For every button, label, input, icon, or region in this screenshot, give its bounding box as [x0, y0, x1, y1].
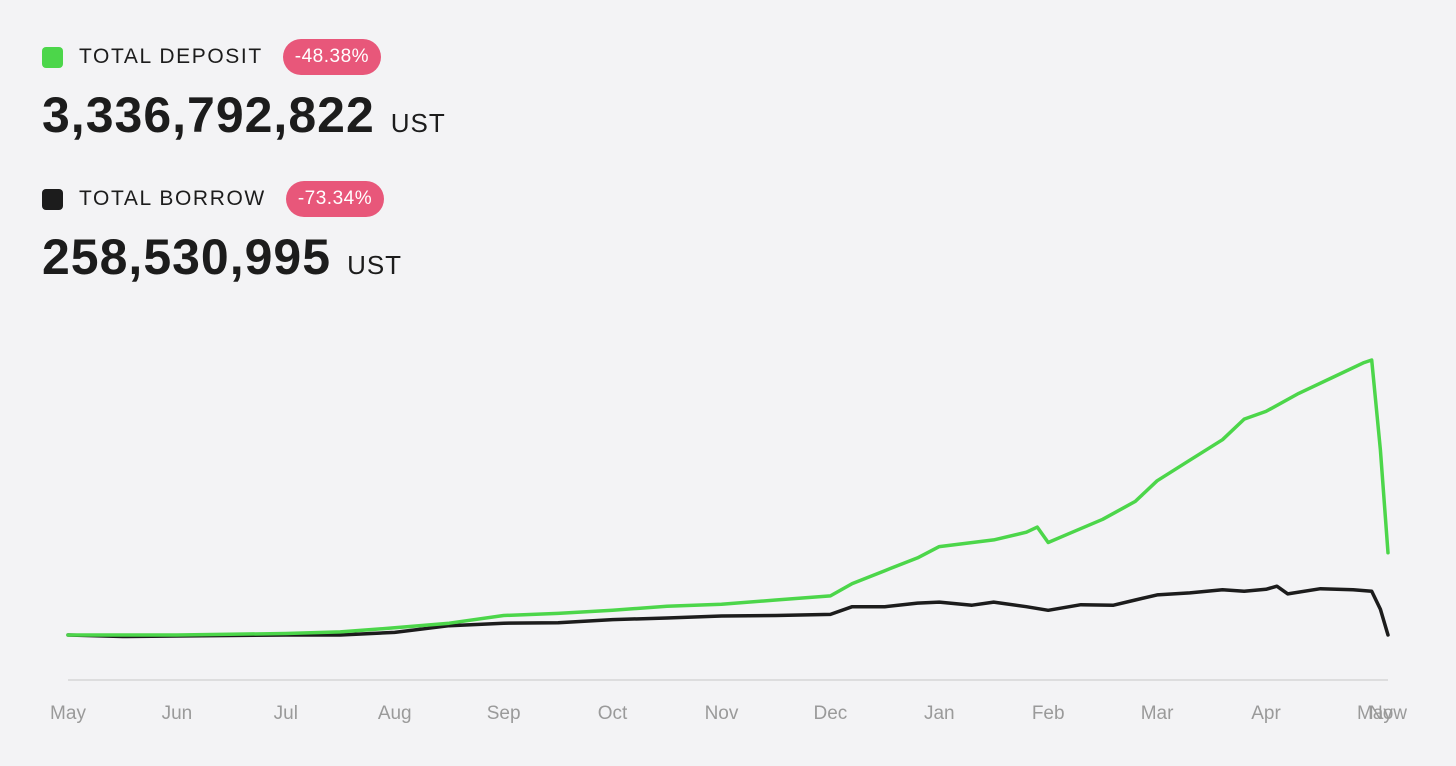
total-borrow-unit: UST: [347, 250, 403, 280]
x-tick-label: Mar: [1141, 703, 1174, 724]
x-tick-label: May: [1357, 703, 1393, 724]
total-deposit-stat: TOTAL DEPOSIT -48.38% 3,336,792,822 UST: [42, 39, 446, 144]
total-borrow-header: TOTAL BORROW -73.34%: [42, 181, 402, 217]
total-deposit-header: TOTAL DEPOSIT -48.38%: [42, 39, 446, 75]
borrow-change-badge: -73.34%: [285, 181, 385, 217]
total-borrow-value-row: 258,530,995 UST: [42, 228, 402, 286]
borrow-legend-swatch: [42, 188, 63, 210]
total-borrow-label: TOTAL BORROW: [79, 187, 266, 210]
x-tick-label: Dec: [813, 703, 847, 724]
borrow-series-line: [66, 584, 1390, 639]
deposit-change-badge: -48.38%: [282, 39, 382, 75]
chart-series: [66, 358, 1390, 639]
x-tick-label: Jul: [274, 703, 298, 724]
total-deposit-value: 3,336,792,822: [42, 87, 375, 143]
x-tick-label: Jan: [924, 703, 955, 724]
deposit-legend-swatch: [42, 46, 63, 68]
x-tick-label: Aug: [378, 703, 412, 724]
x-tick-label: Apr: [1251, 703, 1281, 724]
x-tick-label: Sep: [487, 703, 521, 724]
total-deposit-value-row: 3,336,792,822 UST: [42, 86, 446, 144]
x-tick-label: May: [50, 703, 86, 724]
x-tick-label: Now: [1369, 703, 1407, 724]
x-tick-label: Nov: [705, 703, 739, 724]
total-borrow-value: 258,530,995: [42, 229, 332, 285]
x-tick-label: Jun: [162, 703, 193, 724]
x-tick-label: Feb: [1032, 703, 1065, 724]
total-deposit-label: TOTAL DEPOSIT: [79, 45, 263, 68]
x-tick-label: Oct: [598, 703, 628, 724]
x-axis-ticks: May Jun Jul Aug Sep Oct Nov Dec Jan Feb Mar Apr MayN…: [50, 703, 1407, 724]
total-borrow-stat: TOTAL BORROW -73.34% 258,530,995 UST: [42, 181, 402, 286]
total-deposit-unit: UST: [390, 108, 446, 138]
deposit-series-line: [66, 358, 1390, 637]
